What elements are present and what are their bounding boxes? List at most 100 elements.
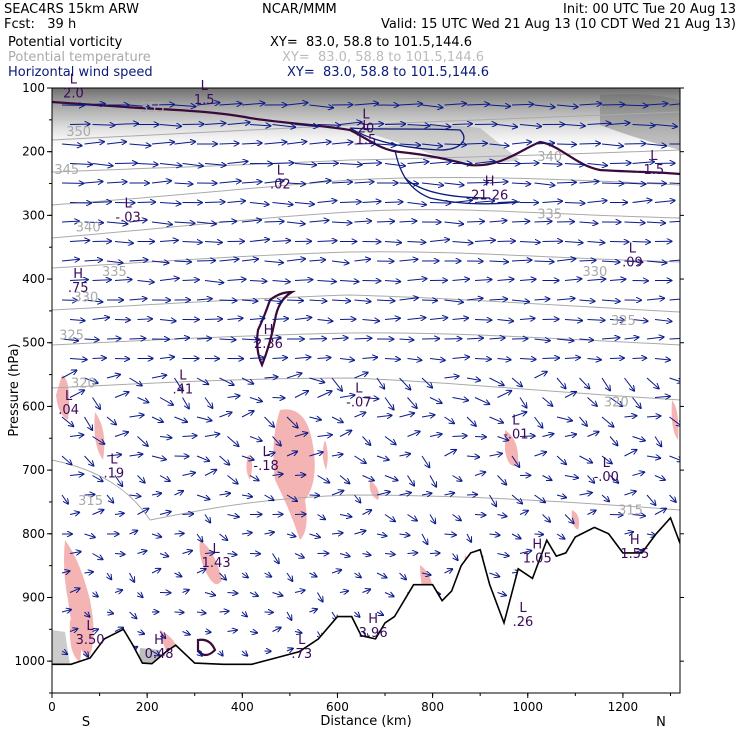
wind-vector (489, 220, 507, 222)
wind-vector (399, 144, 421, 145)
extremum-value: .26 (513, 615, 534, 630)
wind-vector (497, 475, 507, 485)
wind-vector (452, 242, 473, 243)
wind-vector (159, 512, 171, 515)
wind-vector (564, 164, 584, 165)
wind-vector (294, 164, 316, 166)
extremum-value: 2.0 (63, 87, 84, 102)
extremum-kind: H (532, 537, 542, 552)
wind-vector (61, 144, 82, 146)
wind-vector (331, 377, 342, 391)
wind-vector (159, 203, 180, 204)
wind-vector (556, 298, 575, 300)
x-axis-title: Distance (km) (320, 714, 411, 729)
wind-vector (204, 632, 211, 633)
wind-vector (632, 162, 655, 164)
wind-vector (452, 279, 470, 280)
wind-vector (286, 494, 297, 501)
wind-vector (286, 300, 303, 301)
wind-vector (317, 320, 333, 322)
wind-vector (151, 142, 174, 144)
wind-vector (92, 280, 111, 281)
wind-vector (362, 398, 379, 399)
wind-vector (444, 104, 467, 105)
wind-vector (466, 298, 483, 300)
endpoint-label-right: N (656, 715, 666, 730)
wind-vector (309, 181, 331, 183)
wind-vector (384, 164, 405, 166)
wind-vector (286, 103, 307, 105)
extremum-value: 21.26 (471, 188, 508, 203)
extremum-value: 3.50 (76, 633, 105, 648)
wind-vector (534, 105, 555, 107)
wind-vector (107, 572, 111, 579)
wind-vector (452, 553, 458, 561)
wind-vector (69, 588, 80, 592)
wind-vector (624, 222, 645, 223)
wind-vector (429, 514, 435, 524)
wind-vector (227, 279, 246, 280)
model-title: SEAC4RS 15km ARW (4, 2, 140, 17)
wind-vector (601, 377, 610, 390)
wind-vector (151, 534, 161, 537)
y-tick-label: 600 (22, 399, 45, 413)
wind-vector (609, 436, 618, 446)
wind-vector (317, 358, 331, 359)
theta-label: 325 (59, 329, 84, 344)
wind-vector (249, 475, 259, 481)
wind-vector (497, 202, 517, 203)
theta-label: 335 (102, 265, 127, 280)
wind-vector (272, 281, 290, 282)
wind-vector (384, 124, 405, 125)
wind-vector (93, 593, 98, 597)
wind-vector (376, 221, 394, 222)
wind-vector (519, 242, 540, 243)
wind-vector (632, 242, 651, 243)
wind-vector (354, 531, 366, 534)
extremum-kind: L (65, 389, 73, 404)
wind-vector (466, 338, 483, 339)
wind-vector (429, 359, 445, 361)
terrain-fill (52, 517, 680, 693)
wind-vector (556, 377, 566, 388)
wind-vector (241, 220, 261, 222)
wind-vector (452, 200, 472, 202)
wind-vector (204, 434, 219, 437)
wind-vector (587, 510, 596, 514)
wind-vector (609, 279, 625, 280)
wind-vector (294, 391, 308, 398)
wind-vector (669, 182, 680, 185)
wind-vector (264, 300, 282, 302)
wind-vector (362, 201, 381, 202)
wind-vector (542, 434, 554, 437)
wind-vector (384, 359, 400, 360)
wind-vector (452, 514, 461, 521)
wind-vector (317, 281, 336, 282)
wind-vector (227, 161, 248, 163)
wind-vector (309, 495, 320, 496)
wind-vector (182, 632, 190, 635)
wind-vector (227, 396, 240, 398)
wind-vector (452, 436, 467, 437)
wind-vector (92, 510, 104, 515)
x-tick-label: 600 (326, 700, 349, 714)
wind-vector (272, 241, 291, 242)
wind-vector (294, 590, 305, 592)
wind-vector (511, 300, 529, 302)
wind-vector (92, 317, 110, 319)
wind-vector (106, 455, 121, 456)
wind-vector (339, 359, 354, 361)
extremum-kind: L (629, 241, 637, 256)
wind-vector (429, 240, 449, 242)
wind-vector (632, 397, 641, 409)
wind-vector (542, 475, 552, 481)
wind-vector (196, 338, 211, 339)
wind-vector (204, 242, 222, 243)
wind-vector (331, 570, 341, 573)
wind-vector (489, 494, 497, 506)
x-tick-label: 400 (231, 700, 254, 714)
wind-vector (474, 472, 485, 475)
wind-vector (204, 123, 225, 124)
wind-vector (249, 281, 266, 282)
wind-vector (219, 533, 228, 540)
